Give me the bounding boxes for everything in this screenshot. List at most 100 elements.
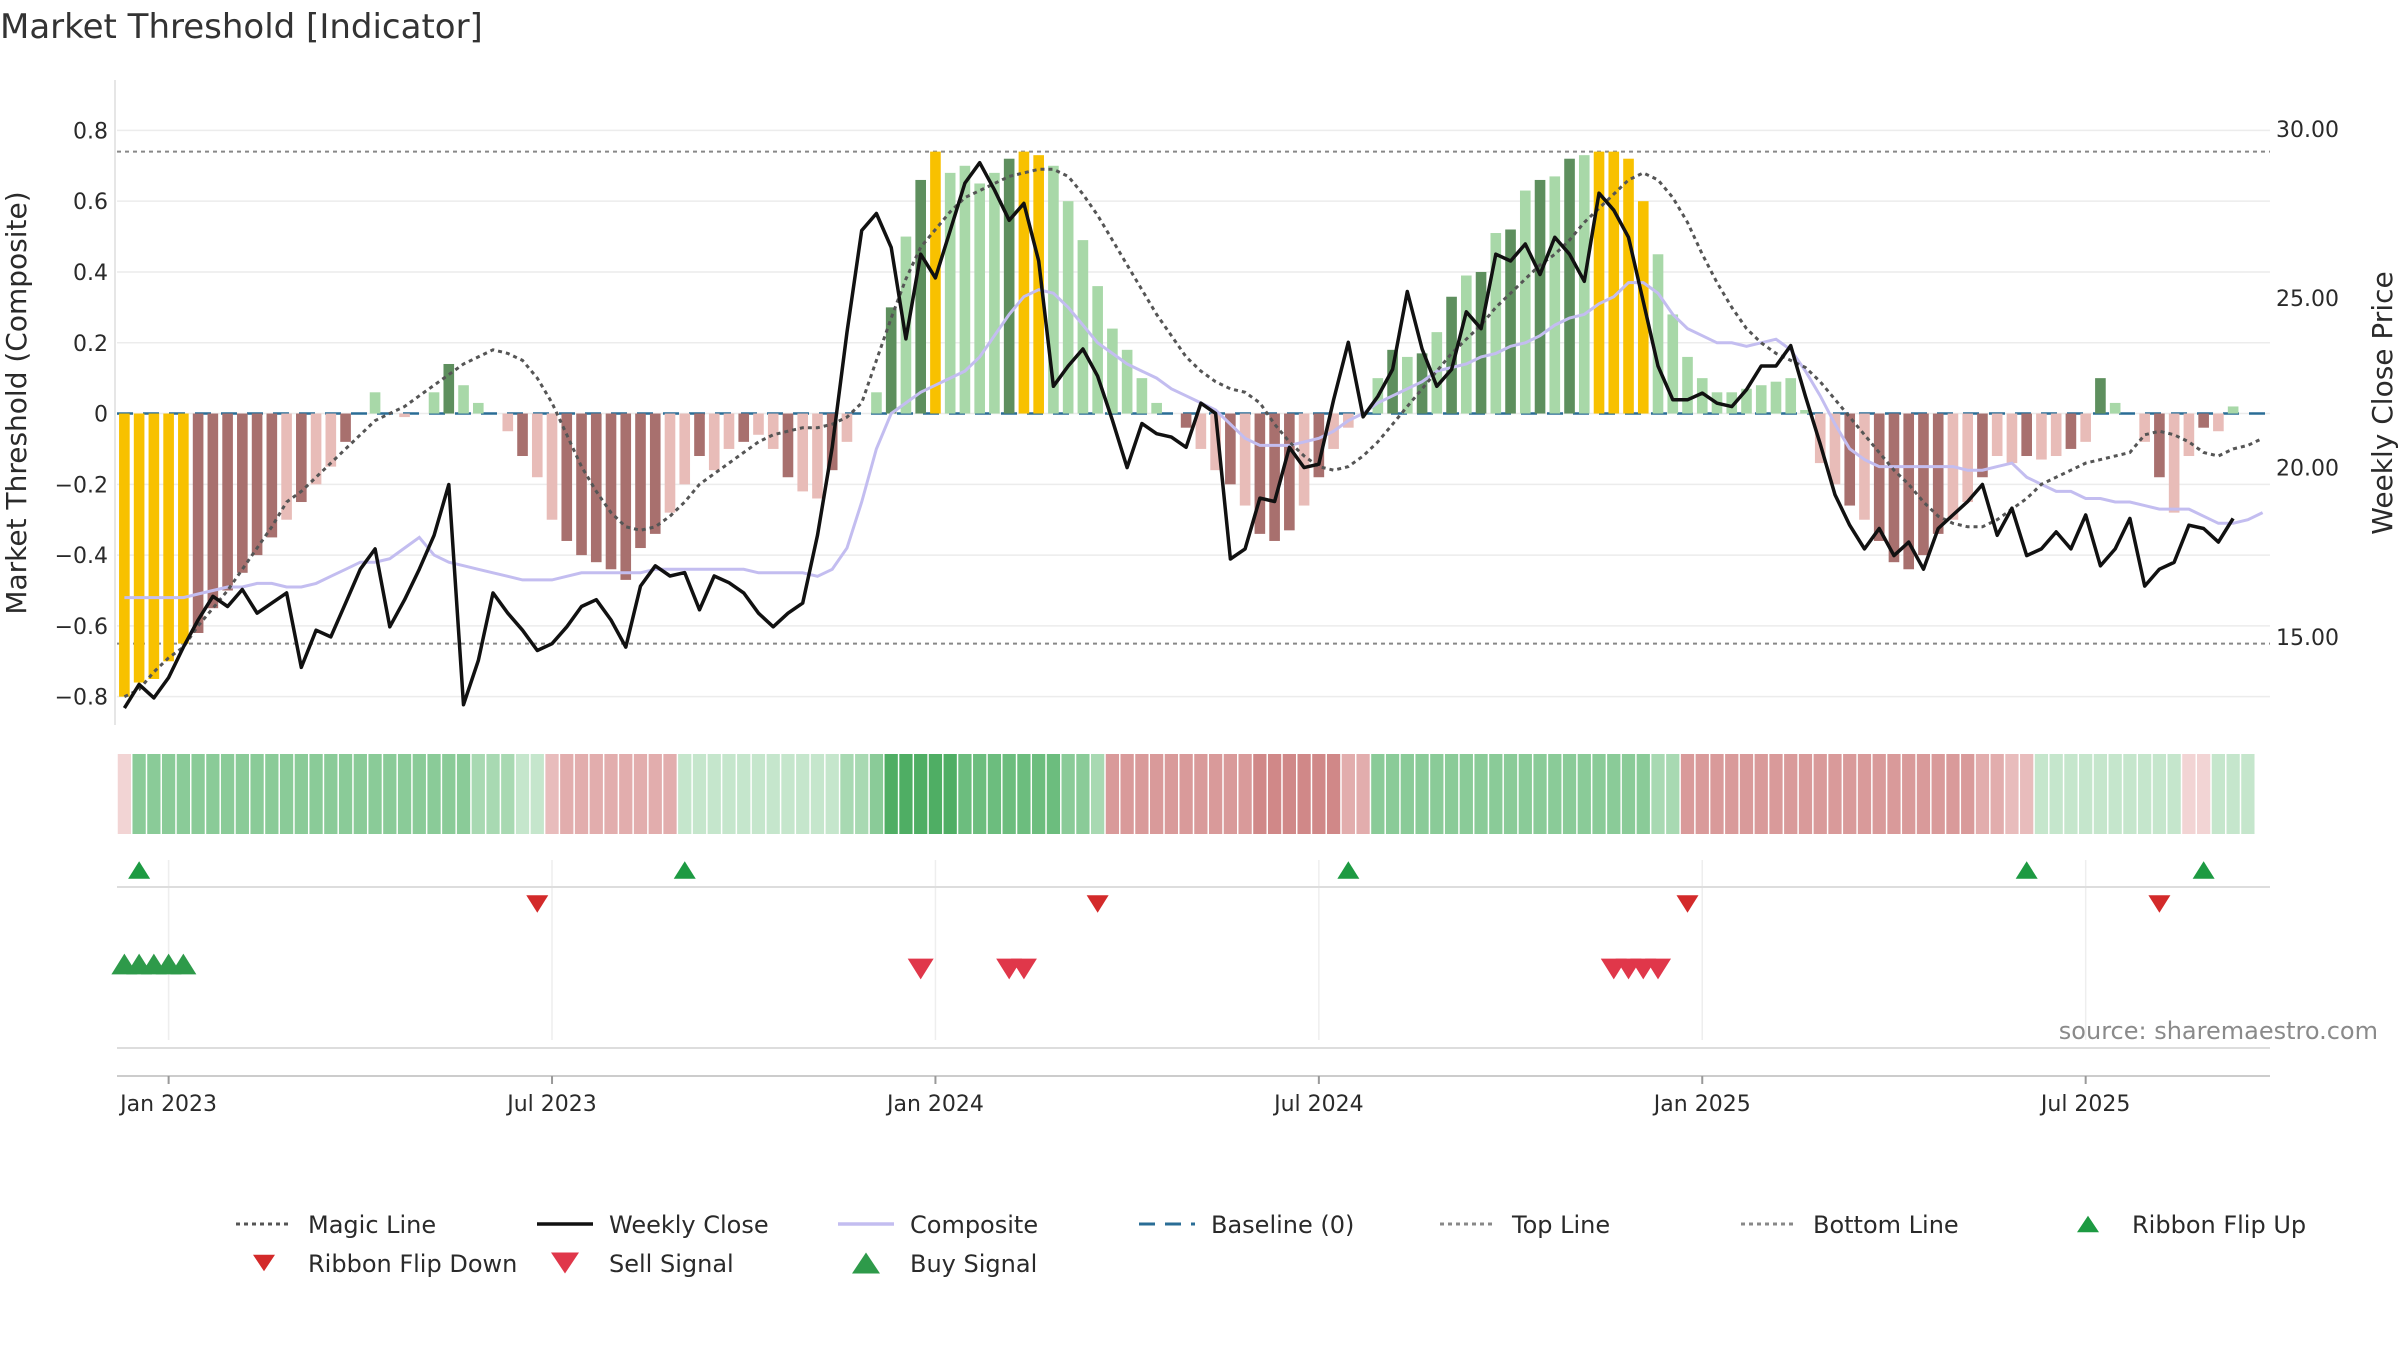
y-tick-label: 0.4 (73, 261, 108, 286)
composite-bar (1402, 356, 1413, 414)
ribbon-cell (1046, 754, 1061, 834)
ribbon-cell (1312, 754, 1326, 834)
composite-bar (2213, 413, 2224, 432)
ribbon-cell (1459, 754, 1473, 834)
composite-bar (119, 413, 130, 697)
ribbon-cell (1887, 754, 1901, 834)
ribbon-cell (958, 754, 972, 834)
ribbon-cell (1164, 754, 1179, 834)
composite-bar (1593, 151, 1605, 414)
ribbon-cell (338, 754, 353, 834)
y-tick-label: −0.8 (55, 686, 108, 711)
ribbon-cell (1297, 754, 1311, 834)
ribbon-cell (2049, 754, 2063, 834)
composite-bar (1534, 179, 1546, 414)
ribbon-cell (383, 754, 397, 834)
ribbon-cell (1872, 754, 1886, 834)
composite-bar (1667, 314, 1679, 414)
composite-bar (502, 413, 514, 432)
composite-bar (797, 413, 809, 492)
ribbon-cell (1503, 754, 1518, 834)
ribbon-cell (1946, 754, 1960, 834)
ribbon-cell (397, 754, 412, 834)
composite-bar (1461, 275, 1472, 414)
ribbon-cell (530, 754, 544, 834)
composite-bar (428, 392, 440, 414)
ribbon-cell (117, 754, 132, 834)
composite-bar (1608, 151, 1620, 414)
ribbon-cell (1739, 754, 1754, 834)
legend-swatch (852, 1252, 880, 1274)
ribbon-cell (2108, 754, 2122, 834)
ribbon-cell (294, 754, 308, 834)
legend-label: Buy Signal (910, 1250, 1037, 1278)
composite-bar (2198, 413, 2209, 428)
ribbon-cell (1032, 754, 1046, 834)
ribbon-cell (1385, 754, 1400, 834)
ribbon-cell (1341, 754, 1355, 834)
composite-bar (915, 179, 926, 414)
composite-line (124, 281, 2264, 600)
composite-bar (1829, 413, 1841, 485)
composite-bar (723, 413, 735, 449)
ribbon-cell (633, 754, 648, 834)
composite-bar (590, 413, 602, 563)
composite-bar (1549, 176, 1561, 414)
ribbon-cell (206, 754, 220, 834)
legend-label: Magic Line (308, 1211, 436, 1239)
ribbon-cell (1238, 754, 1252, 834)
composite-bar (2080, 413, 2091, 442)
composite-bar (561, 413, 573, 541)
ribbon-cell (1607, 754, 1621, 834)
ribbon-cell (1975, 754, 1990, 834)
composite-bar (2036, 413, 2047, 460)
ribbon-cell (1651, 754, 1665, 834)
legend-swatch (551, 1252, 579, 1274)
composite-bar (1682, 356, 1693, 414)
composite-bar (458, 385, 469, 414)
y2-tick-label: 30.00 (2276, 118, 2339, 143)
reference-lines (117, 150, 2270, 645)
ribbon-cell (1415, 754, 1429, 834)
composite-bar (1210, 413, 1221, 471)
composite-bar (1726, 392, 1738, 414)
composite-bar (841, 413, 853, 442)
y2-tick-label: 25.00 (2276, 287, 2339, 312)
legend-label: Sell Signal (609, 1250, 734, 1278)
ribbon-cell (1961, 754, 1975, 834)
buy-signal-marker (170, 953, 197, 975)
ribbon-cell (1592, 754, 1606, 834)
ribbon-cell (1179, 754, 1193, 834)
composite-bar (1136, 378, 1148, 414)
composite-bar (1785, 378, 1797, 414)
ribbon-cell (368, 754, 382, 834)
ribbon-flip-up-marker (128, 861, 151, 879)
composite-bar (1519, 190, 1531, 414)
composite-bar (1505, 229, 1516, 414)
composite-bar (1033, 155, 1044, 414)
composite-bar (1564, 158, 1575, 414)
ribbon-cell (560, 754, 574, 834)
ribbon-cell (678, 754, 692, 834)
composite-bar (1416, 353, 1428, 414)
composite-bar (1254, 413, 1266, 534)
ribbon-cell (796, 754, 810, 834)
composite-bar (1873, 413, 1885, 541)
composite-bar (310, 413, 322, 485)
ribbon-cell (2152, 754, 2167, 834)
legend-label: Top Line (1511, 1211, 1610, 1239)
composite-bar (871, 392, 882, 414)
ribbon-cell (1843, 754, 1857, 834)
composite-bar (325, 413, 337, 467)
ribbon-cell (1680, 754, 1695, 834)
ribbon-cell (1666, 754, 1680, 834)
ribbon-cell (353, 754, 367, 834)
ribbon-cell (1149, 754, 1164, 834)
composite-bar (1269, 413, 1280, 541)
composite-bar (399, 413, 410, 418)
ribbon-cell (619, 754, 633, 834)
ribbon-cell (176, 754, 190, 834)
composite-bar (1225, 413, 1236, 485)
ribbon-cell (1725, 754, 1739, 834)
ribbon-cell (855, 754, 869, 834)
